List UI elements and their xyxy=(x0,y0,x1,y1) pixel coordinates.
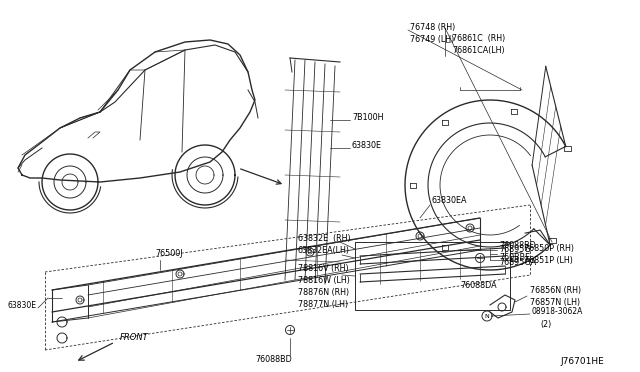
Text: 76088DA: 76088DA xyxy=(460,280,497,289)
Text: 78877N (LH): 78877N (LH) xyxy=(298,299,348,308)
Text: FRONT: FRONT xyxy=(120,334,148,343)
Text: 63830EA: 63830EA xyxy=(432,196,467,205)
Text: J76701HE: J76701HE xyxy=(560,357,604,366)
Text: N: N xyxy=(484,314,490,318)
Text: 78816W (LH): 78816W (LH) xyxy=(298,276,350,285)
Text: 76895GA: 76895GA xyxy=(499,258,536,267)
Text: 76088BD: 76088BD xyxy=(255,356,292,365)
Text: 76857N (LH): 76857N (LH) xyxy=(530,298,580,307)
Text: 76851P (LH): 76851P (LH) xyxy=(524,256,573,264)
Text: 76895G: 76895G xyxy=(499,245,531,254)
Text: 78876N (RH): 78876N (RH) xyxy=(298,288,349,296)
Text: 76748 (RH): 76748 (RH) xyxy=(410,22,455,32)
Text: 63830E: 63830E xyxy=(352,141,382,150)
Text: 63832E  (RH): 63832E (RH) xyxy=(298,234,351,243)
Text: 76856N (RH): 76856N (RH) xyxy=(530,285,581,295)
Text: 760BBE: 760BBE xyxy=(499,253,530,262)
Text: 76749 (LH): 76749 (LH) xyxy=(410,35,454,44)
Text: 76850P (RH): 76850P (RH) xyxy=(524,244,574,253)
Text: 76861C  (RH): 76861C (RH) xyxy=(452,33,505,42)
Text: 76500J: 76500J xyxy=(155,250,182,259)
Text: 63832EA(LH): 63832EA(LH) xyxy=(298,246,350,254)
Text: 08918-3062A: 08918-3062A xyxy=(532,308,584,317)
Text: 76861CA(LH): 76861CA(LH) xyxy=(452,45,504,55)
Text: 78816V (RH): 78816V (RH) xyxy=(298,263,349,273)
Text: 63830E: 63830E xyxy=(8,301,37,310)
Text: (2): (2) xyxy=(540,321,551,330)
Text: 7B100H: 7B100H xyxy=(352,112,383,122)
Text: 76088BD: 76088BD xyxy=(499,241,536,250)
